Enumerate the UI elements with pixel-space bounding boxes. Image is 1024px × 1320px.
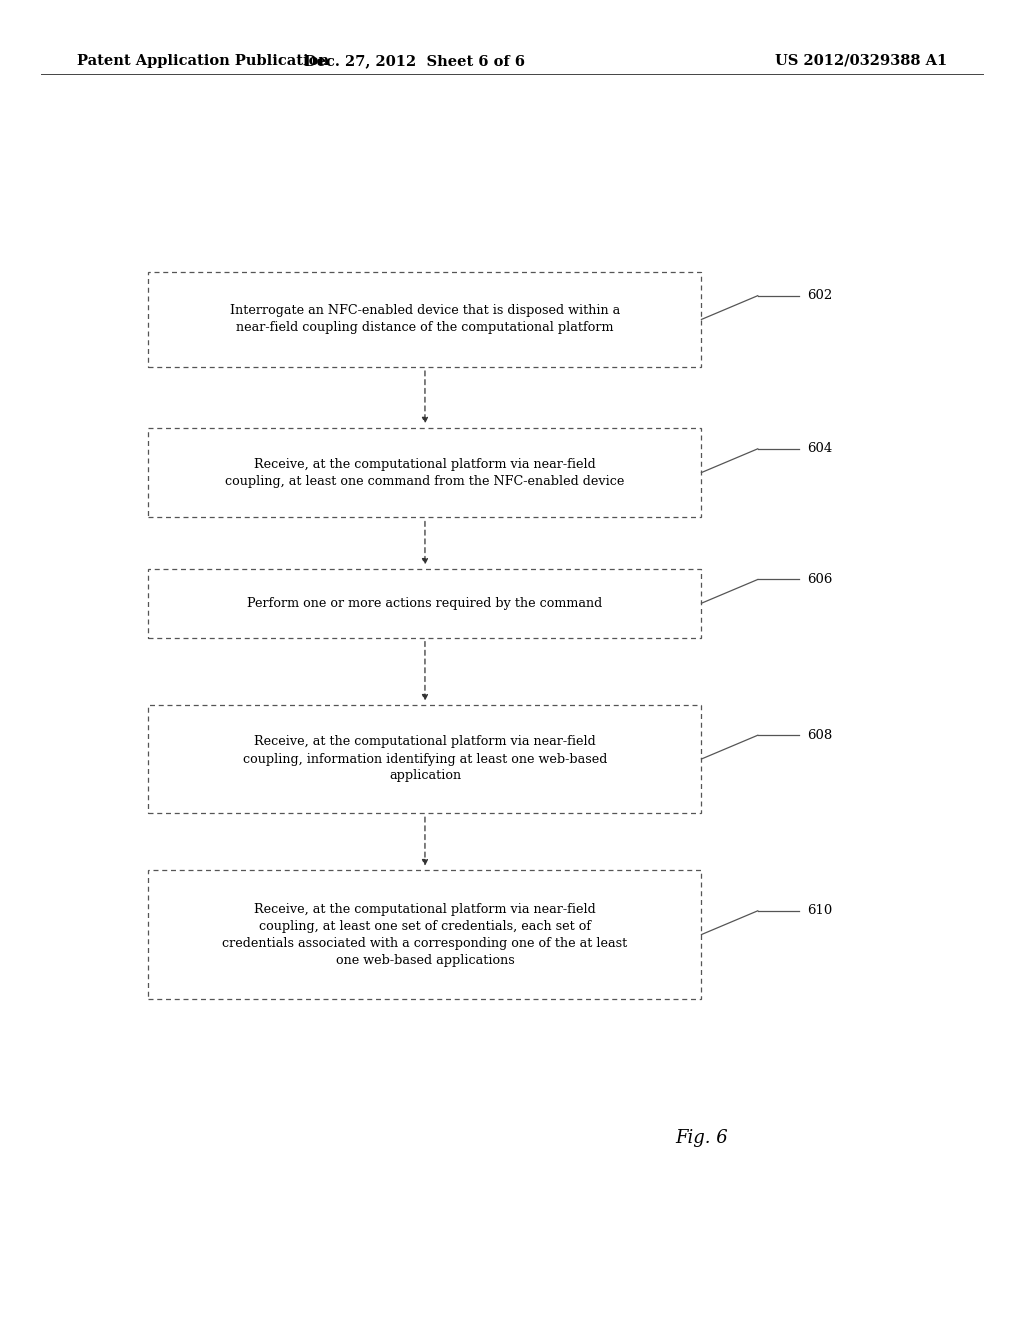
Bar — [148, 428, 701, 517]
Bar — [148, 870, 701, 999]
Text: 602: 602 — [807, 289, 833, 302]
Text: Patent Application Publication: Patent Application Publication — [77, 54, 329, 67]
Text: 610: 610 — [807, 904, 833, 917]
Text: Receive, at the computational platform via near-field
coupling, information iden: Receive, at the computational platform v… — [243, 735, 607, 783]
Text: 608: 608 — [807, 729, 833, 742]
Text: Perform one or more actions required by the command: Perform one or more actions required by … — [248, 597, 602, 610]
Bar — [148, 272, 701, 367]
Text: 604: 604 — [807, 442, 833, 455]
Bar — [148, 705, 701, 813]
Text: Fig. 6: Fig. 6 — [675, 1129, 728, 1147]
Text: Dec. 27, 2012  Sheet 6 of 6: Dec. 27, 2012 Sheet 6 of 6 — [304, 54, 525, 67]
Bar — [148, 569, 701, 638]
Text: 606: 606 — [807, 573, 833, 586]
Text: Receive, at the computational platform via near-field
coupling, at least one com: Receive, at the computational platform v… — [225, 458, 625, 487]
Text: US 2012/0329388 A1: US 2012/0329388 A1 — [775, 54, 947, 67]
Text: Interrogate an NFC-enabled device that is disposed within a
near-field coupling : Interrogate an NFC-enabled device that i… — [229, 305, 621, 334]
Text: Receive, at the computational platform via near-field
coupling, at least one set: Receive, at the computational platform v… — [222, 903, 628, 966]
